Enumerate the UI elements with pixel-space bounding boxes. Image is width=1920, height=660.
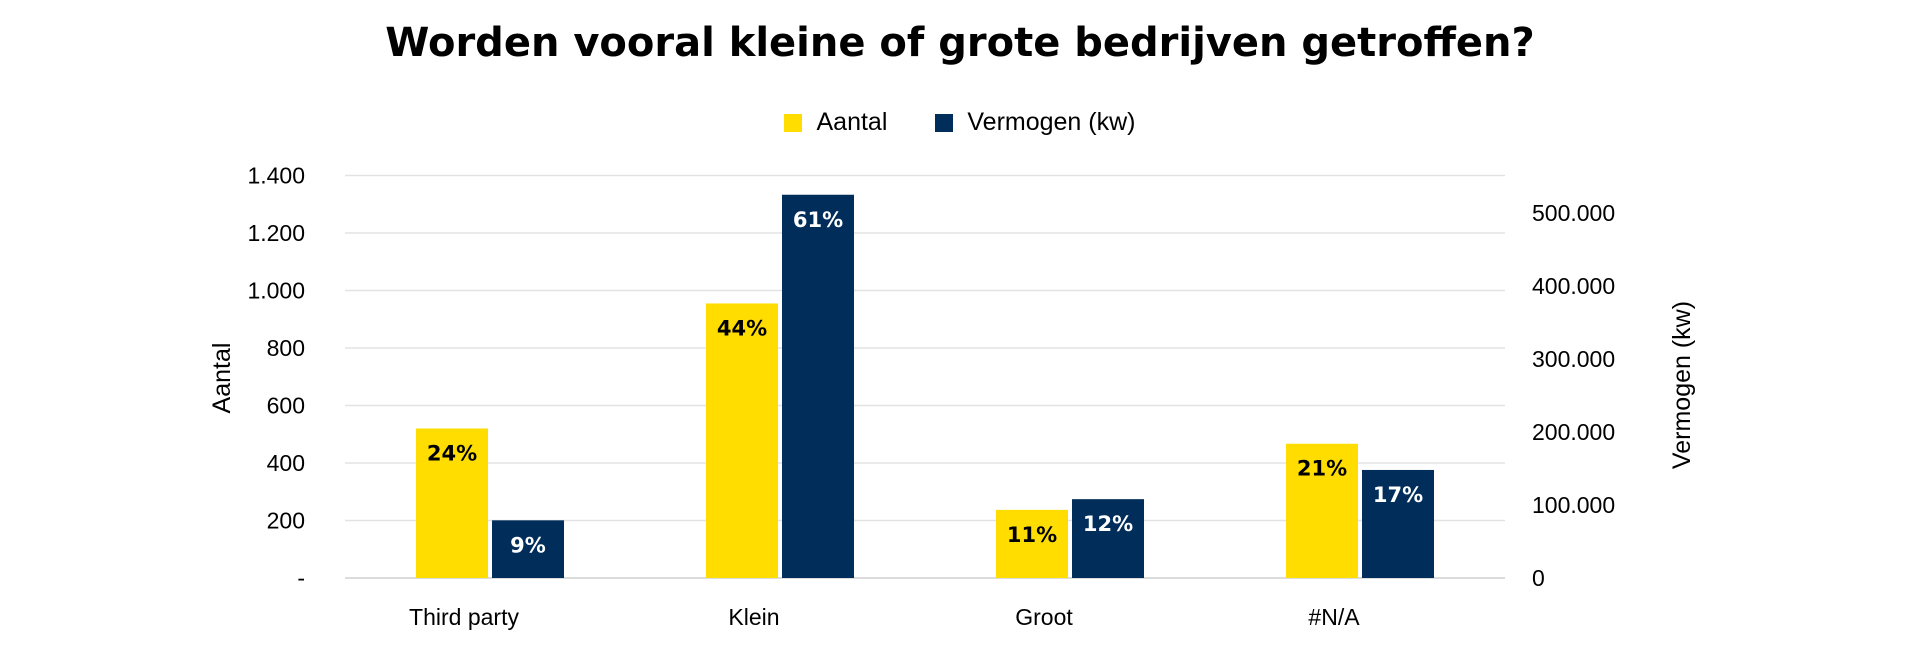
left-tick-label: - bbox=[297, 565, 305, 591]
left-tick-label: 1.200 bbox=[247, 220, 305, 246]
bar-data-label: 61% bbox=[793, 208, 843, 232]
bar-vermogen bbox=[1072, 499, 1144, 578]
right-tick-label: 200.000 bbox=[1532, 419, 1615, 445]
right-tick-label: 300.000 bbox=[1532, 346, 1615, 372]
x-tick-label: #N/A bbox=[1308, 604, 1360, 630]
bar-data-label: 44% bbox=[717, 316, 767, 340]
left-tick-label: 800 bbox=[267, 335, 305, 361]
bar-aantal bbox=[706, 303, 778, 578]
legend-swatch-vermogen bbox=[935, 113, 954, 132]
legend-label-aantal: Aantal bbox=[816, 108, 888, 136]
bar-data-label: 24% bbox=[427, 442, 477, 466]
chart-title: Worden vooral kleine of grote bedrijven … bbox=[385, 20, 1535, 66]
bar-data-label: 21% bbox=[1297, 457, 1347, 481]
right-tick-label: 0 bbox=[1532, 565, 1545, 591]
bar-aantal bbox=[1286, 443, 1358, 578]
legend: Aantal Vermogen (kw) bbox=[0, 108, 1920, 137]
left-tick-label: 200 bbox=[267, 508, 305, 534]
right-tick-label: 100.000 bbox=[1532, 492, 1615, 518]
bar-vermogen bbox=[1362, 469, 1434, 578]
left-axis-title: Aantal bbox=[208, 343, 236, 414]
legend-label-vermogen: Vermogen (kw) bbox=[967, 108, 1136, 136]
bar-vermogen bbox=[782, 194, 854, 578]
bar-data-label: 12% bbox=[1083, 512, 1133, 536]
bars: 24% 9% 44% 61% 11% 12% 21% 17% bbox=[416, 194, 1434, 578]
bar-data-label: 17% bbox=[1373, 483, 1423, 507]
right-tick-label: 500.000 bbox=[1532, 200, 1615, 226]
x-tick-label: Third party bbox=[409, 604, 519, 630]
right-axis-ticks: 0 100.000 200.000 300.000 400.000 500.000 bbox=[1532, 200, 1615, 591]
x-axis-ticks: Third party Klein Groot #N/A bbox=[409, 604, 1360, 630]
bar-aantal bbox=[416, 428, 488, 578]
legend-item-vermogen: Vermogen (kw) bbox=[935, 108, 1136, 137]
left-tick-label: 400 bbox=[267, 450, 305, 476]
left-tick-label: 1.000 bbox=[247, 278, 305, 304]
left-tick-label: 600 bbox=[267, 393, 305, 419]
legend-item-aantal: Aantal bbox=[784, 108, 887, 137]
right-tick-label: 400.000 bbox=[1532, 273, 1615, 299]
x-tick-label: Klein bbox=[728, 604, 779, 630]
bar-aantal bbox=[996, 509, 1068, 578]
left-axis-ticks: - 200 400 600 800 1.000 1.200 1.400 bbox=[247, 163, 305, 592]
x-tick-label: Groot bbox=[1015, 604, 1073, 630]
bar-vermogen bbox=[492, 520, 564, 578]
bar-data-label: 9% bbox=[510, 533, 546, 557]
left-tick-label: 1.400 bbox=[247, 163, 305, 189]
bar-data-label: 11% bbox=[1007, 523, 1057, 547]
right-axis-title: Vermogen (kw) bbox=[1668, 301, 1696, 469]
legend-swatch-aantal bbox=[784, 113, 803, 132]
